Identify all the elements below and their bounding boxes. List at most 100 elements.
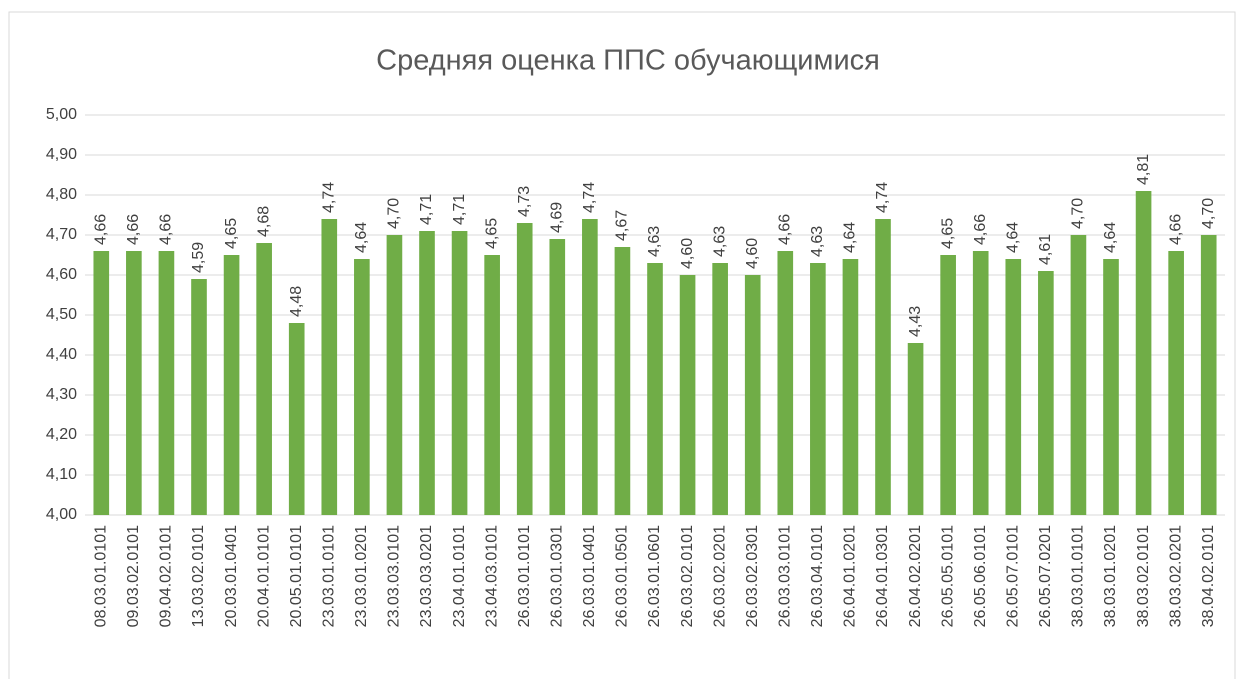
y-tick-label: 4,10 (46, 466, 77, 483)
bar (744, 275, 761, 515)
data-label: 4,63 (646, 226, 663, 257)
x-tick-label: 26.05.07.0201 (1037, 525, 1054, 627)
bar (223, 255, 240, 515)
bar (940, 255, 956, 515)
y-tick-label: 4,90 (46, 146, 77, 163)
data-label: 4,67 (614, 210, 631, 241)
y-tick-label: 4,30 (46, 386, 77, 403)
x-tick-label: 26.03.01.0101 (516, 525, 533, 627)
x-tick-label: 26.03.04.0101 (809, 525, 826, 627)
data-label: 4,65 (483, 218, 500, 249)
data-label: 4,69 (549, 202, 566, 233)
x-tick-label: 26.05.07.0101 (1005, 525, 1022, 627)
bar (256, 243, 272, 515)
x-tick-label: 23.04.03.0101 (483, 525, 500, 627)
x-tick-label: 23.03.01.0201 (353, 525, 370, 627)
data-label: 4,68 (255, 206, 272, 237)
x-tick-label: 26.03.03.0101 (777, 525, 794, 627)
x-tick-label: 09.03.02.0101 (125, 525, 142, 627)
y-tick-label: 4,60 (46, 266, 77, 283)
data-label: 4,63 (809, 226, 826, 257)
data-label: 4,66 (777, 214, 794, 245)
data-label: 4,66 (93, 214, 110, 245)
data-label: 4,70 (1070, 198, 1087, 229)
bar (516, 223, 533, 515)
bar (582, 219, 598, 515)
bar (712, 263, 728, 515)
bar (1038, 271, 1054, 515)
bar (1005, 259, 1022, 515)
data-label: 4,48 (288, 286, 305, 317)
x-tick-label: 08.03.01.0101 (93, 525, 110, 627)
y-tick-label: 4,00 (46, 506, 77, 523)
data-label: 4,74 (581, 182, 598, 213)
x-tick-label: 23.03.03.0201 (418, 525, 435, 627)
bar (1168, 251, 1184, 515)
x-tick-label: 26.04.01.0201 (842, 525, 859, 627)
x-tick-label: 26.04.02.0201 (907, 525, 924, 627)
data-label: 4,71 (451, 194, 468, 225)
x-tick-label: 26.03.02.0301 (744, 525, 761, 627)
data-label: 4,73 (516, 186, 533, 217)
data-label: 4,63 (711, 226, 728, 257)
x-tick-label: 26.03.01.0501 (614, 525, 631, 627)
x-tick-label: 38.03.02.0201 (1167, 525, 1184, 627)
bar (549, 239, 566, 515)
x-tick-label: 26.03.02.0201 (711, 525, 728, 627)
bar (158, 251, 175, 515)
data-label: 4,64 (1005, 222, 1022, 253)
bar (484, 255, 500, 515)
bar (777, 251, 794, 515)
x-tick-label: 26.03.01.0301 (549, 525, 566, 627)
data-label: 4,64 (842, 222, 859, 253)
bar (810, 263, 826, 515)
x-tick-label: 38.03.01.0201 (1102, 525, 1119, 627)
bar (354, 259, 370, 515)
x-tick-label: 26.04.01.0301 (874, 525, 891, 627)
x-tick-label: 26.03.01.0401 (581, 525, 598, 627)
y-tick-label: 4,80 (46, 186, 77, 203)
chart-title: Средняя оценка ППС обучающимися (376, 45, 880, 77)
bar (614, 247, 631, 515)
data-label: 4,66 (1167, 214, 1184, 245)
x-tick-label: 26.05.05.0101 (939, 525, 956, 627)
y-tick-label: 4,70 (46, 226, 77, 243)
x-tick-label: 26.05.06.0101 (972, 525, 989, 627)
bar (972, 251, 989, 515)
data-label: 4,74 (321, 182, 338, 213)
data-label: 4,59 (190, 242, 207, 273)
x-tick-label: 26.03.01.0601 (646, 525, 663, 627)
bar (1070, 235, 1087, 515)
bar (907, 343, 924, 515)
data-label: 4,74 (874, 182, 891, 213)
y-tick-label: 4,40 (46, 346, 77, 363)
x-tick-label: 23.04.01.0101 (451, 525, 468, 627)
x-tick-label: 13.03.02.0101 (190, 525, 207, 627)
bar (93, 251, 110, 515)
bar (1200, 235, 1217, 515)
x-tick-label: 20.03.01.0401 (223, 525, 240, 627)
x-tick-label: 38.03.02.0101 (1135, 525, 1152, 627)
data-label: 4,66 (125, 214, 142, 245)
bar (288, 323, 305, 515)
x-tick-label: 09.04.02.0101 (158, 525, 175, 627)
data-label: 4,66 (972, 214, 989, 245)
data-label: 4,66 (158, 214, 175, 245)
bar (321, 219, 338, 515)
data-label: 4,65 (223, 218, 240, 249)
x-tick-label: 38.03.01.0101 (1070, 525, 1087, 627)
data-label: 4,60 (679, 238, 696, 269)
data-label: 4,60 (744, 238, 761, 269)
bar (875, 219, 891, 515)
bar (1135, 191, 1152, 515)
data-label: 4,43 (907, 306, 924, 337)
data-label: 4,61 (1037, 234, 1054, 265)
y-tick-label: 4,50 (46, 306, 77, 323)
bar (1103, 259, 1119, 515)
bar (126, 251, 142, 515)
data-label: 4,64 (1102, 222, 1119, 253)
x-tick-label: 38.04.02.0101 (1200, 525, 1217, 627)
bar (386, 235, 403, 515)
bar (842, 259, 859, 515)
